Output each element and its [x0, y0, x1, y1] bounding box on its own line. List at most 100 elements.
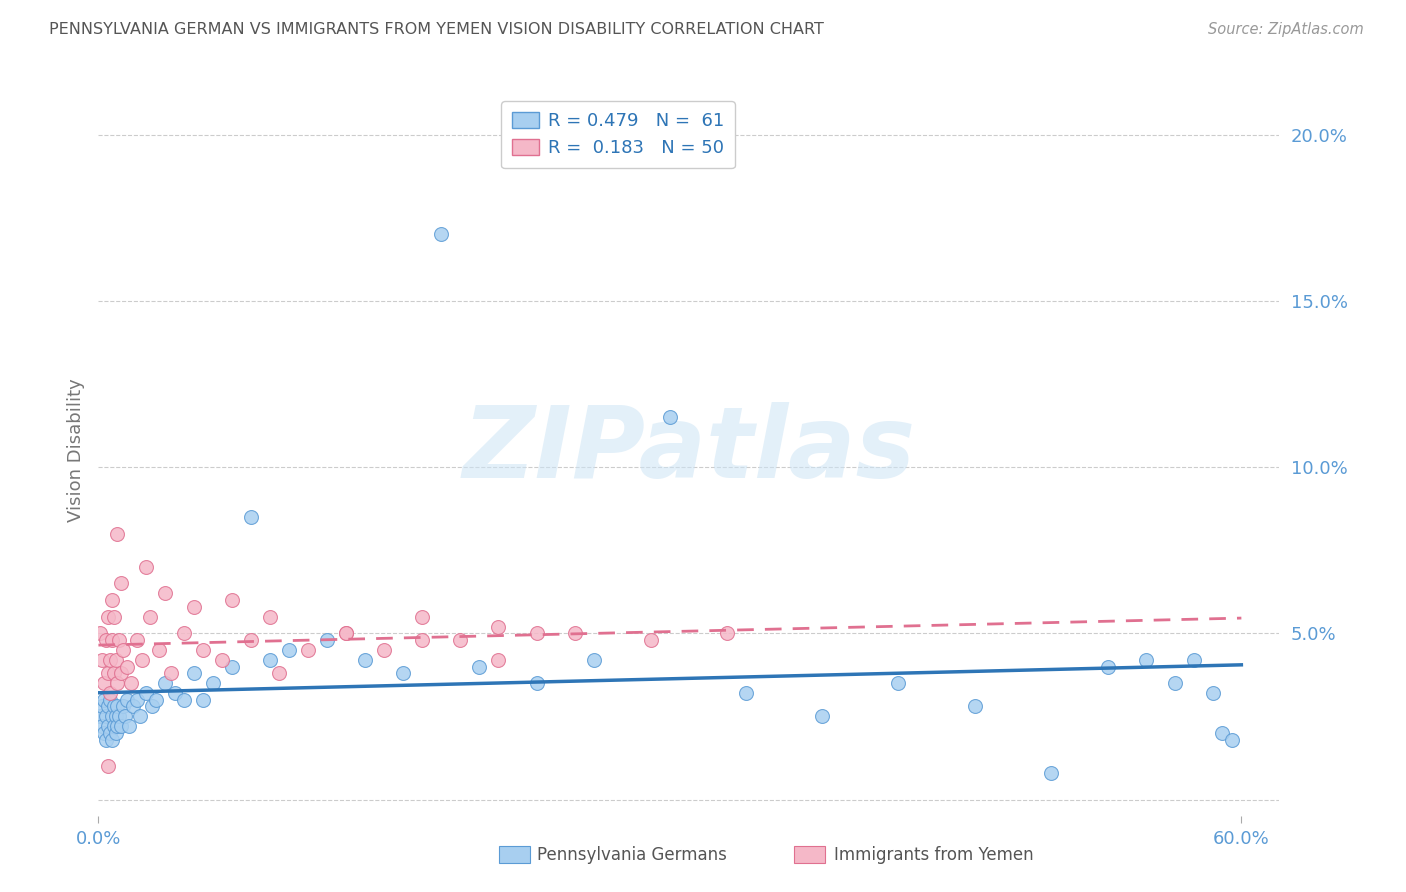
Point: [98, 726, 121, 740]
Point: [93, 676, 115, 690]
Point: [159, 666, 181, 681]
Point: [98, 693, 121, 707]
Point: [110, 666, 132, 681]
Point: [963, 699, 986, 714]
Point: [449, 632, 471, 647]
Point: [135, 686, 157, 700]
Point: [411, 632, 433, 647]
Point: [104, 653, 127, 667]
Point: [135, 559, 157, 574]
Point: [89, 709, 111, 723]
Point: [658, 410, 681, 425]
Point: [107, 699, 129, 714]
Point: [97, 666, 120, 681]
Point: [108, 632, 131, 647]
Point: [103, 609, 125, 624]
Point: [1097, 659, 1119, 673]
Text: ZIPatlas: ZIPatlas: [463, 402, 915, 499]
Point: [811, 709, 834, 723]
Point: [97, 609, 120, 624]
Point: [735, 686, 758, 700]
Point: [115, 693, 138, 707]
Legend: R = 0.479   N =  61, R =  0.183   N = 50: R = 0.479 N = 61, R = 0.183 N = 50: [501, 101, 735, 169]
Text: PENNSYLVANIA GERMAN VS IMMIGRANTS FROM YEMEN VISION DISABILITY CORRELATION CHART: PENNSYLVANIA GERMAN VS IMMIGRANTS FROM Y…: [49, 22, 824, 37]
Point: [373, 643, 395, 657]
Point: [103, 699, 125, 714]
Point: [1202, 686, 1225, 700]
Point: [411, 609, 433, 624]
Point: [91, 719, 114, 733]
Point: [100, 709, 122, 723]
Point: [153, 676, 176, 690]
Point: [468, 659, 491, 673]
Point: [139, 609, 162, 624]
Point: [269, 666, 291, 681]
Point: [526, 626, 548, 640]
Point: [259, 609, 281, 624]
Text: Pennsylvania Germans: Pennsylvania Germans: [537, 846, 727, 863]
Point: [173, 693, 195, 707]
Point: [1182, 653, 1205, 667]
Point: [100, 632, 122, 647]
Point: [112, 699, 135, 714]
Point: [120, 676, 142, 690]
Point: [1039, 766, 1062, 780]
Point: [1135, 653, 1157, 667]
Point: [94, 632, 117, 647]
Point: [91, 699, 114, 714]
Point: [239, 632, 262, 647]
Point: [887, 676, 910, 690]
Point: [103, 666, 125, 681]
Point: [1220, 732, 1243, 747]
Point: [277, 643, 299, 657]
Point: [335, 626, 357, 640]
Point: [97, 759, 120, 773]
Point: [114, 709, 136, 723]
Point: [141, 699, 163, 714]
Y-axis label: Vision Disability: Vision Disability: [66, 378, 84, 523]
Point: [148, 643, 170, 657]
Point: [488, 653, 510, 667]
Point: [239, 510, 262, 524]
Point: [1211, 726, 1233, 740]
Point: [716, 626, 738, 640]
Point: [193, 643, 215, 657]
Point: [129, 709, 152, 723]
Point: [89, 626, 111, 640]
Point: [97, 719, 120, 733]
Point: [392, 666, 415, 681]
Point: [564, 626, 586, 640]
Point: [354, 653, 377, 667]
Point: [94, 709, 117, 723]
Point: [221, 659, 243, 673]
Point: [297, 643, 319, 657]
Point: [98, 686, 121, 700]
Point: [121, 699, 143, 714]
Point: [93, 693, 115, 707]
Point: [98, 653, 121, 667]
Point: [153, 586, 176, 600]
Point: [193, 693, 215, 707]
Point: [211, 653, 233, 667]
Point: [107, 719, 129, 733]
Point: [108, 709, 131, 723]
Point: [259, 653, 281, 667]
Point: [115, 659, 138, 673]
Point: [316, 632, 339, 647]
Point: [430, 227, 453, 242]
Point: [103, 719, 125, 733]
Point: [183, 666, 205, 681]
Point: [163, 686, 186, 700]
Point: [145, 693, 167, 707]
Point: [91, 653, 114, 667]
Point: [201, 676, 224, 690]
Point: [118, 719, 141, 733]
Point: [97, 699, 120, 714]
Point: [335, 626, 357, 640]
Text: Source: ZipAtlas.com: Source: ZipAtlas.com: [1208, 22, 1364, 37]
Point: [221, 593, 243, 607]
Point: [640, 632, 662, 647]
Point: [93, 726, 115, 740]
Text: Immigrants from Yemen: Immigrants from Yemen: [834, 846, 1033, 863]
Point: [125, 693, 148, 707]
